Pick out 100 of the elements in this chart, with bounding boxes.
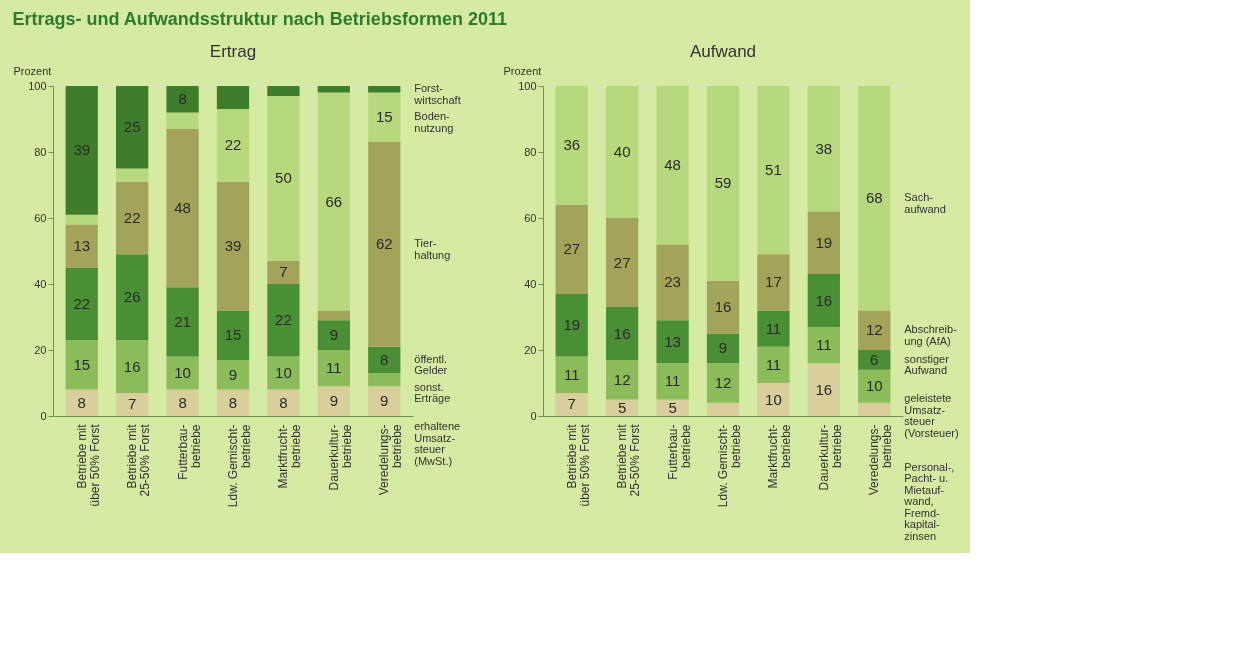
data-label: 10: [174, 364, 191, 382]
text: Personal-, Pacht- u. Mietauf- wand, Fremd- kapital- zinsen: [903, 460, 955, 542]
y-tick-label: 100: [28, 79, 47, 92]
bar: [116, 392, 149, 416]
bar: [656, 399, 689, 416]
bar: [368, 86, 401, 93]
data-label: 11: [664, 372, 681, 390]
data-label: 39: [224, 237, 242, 255]
bar: [555, 293, 588, 357]
series-label: Sach- aufwand: [904, 191, 946, 215]
bar: [606, 86, 639, 218]
y-tick-label: 20: [524, 343, 537, 356]
data-label: 21: [174, 312, 191, 330]
bar: [65, 214, 98, 225]
bar: [757, 310, 790, 347]
data-label: 15: [375, 108, 393, 126]
data-label: 68: [865, 189, 883, 207]
bar: [317, 320, 350, 350]
data-label: 11: [765, 319, 782, 337]
data-label: 36: [563, 136, 581, 154]
y-tick-label: 0: [40, 409, 47, 422]
y-tick-label: 60: [524, 211, 537, 224]
data-label: 11: [563, 365, 580, 383]
data-label: 8: [77, 393, 86, 411]
data-label: 7: [567, 395, 576, 413]
data-label: 9: [380, 392, 389, 410]
bar: [807, 86, 840, 212]
bar: [368, 92, 401, 143]
bar: [317, 310, 350, 321]
chart-title: Ertrags- und Aufwandsstruktur nach Betriebsformen 2011: [12, 8, 507, 29]
bar: [368, 373, 401, 387]
data-label: 5: [668, 398, 677, 416]
y-tick-label: 80: [524, 145, 537, 158]
x-tick-label: Betriebe mit über 50% Forst: [74, 423, 102, 507]
data-label: 8: [279, 393, 288, 411]
data-label: 12: [865, 321, 883, 339]
bar: [606, 218, 639, 308]
y-tick-label: 20: [34, 343, 47, 356]
data-label: 19: [563, 316, 581, 334]
data-label: 15: [73, 355, 91, 373]
bar: [757, 346, 790, 383]
y-tick-label: 0: [530, 409, 537, 422]
bar: [216, 359, 250, 390]
y-tick-label: 40: [34, 277, 47, 290]
data-label: 23: [664, 273, 681, 291]
series-label: Abschreib- ung (AfA): [904, 323, 958, 347]
x-tick-label: Futterbau- betriebe: [175, 424, 203, 480]
bar: [65, 340, 98, 390]
bar: [116, 340, 149, 393]
bar: [166, 128, 199, 288]
bar: [65, 267, 98, 341]
chart-subtitle: Ertrag: [209, 42, 257, 61]
data-label: 10: [765, 390, 782, 408]
bar: [267, 95, 300, 261]
bar: [858, 350, 891, 370]
y-axis-title: Prozent: [503, 64, 542, 77]
bar: [267, 260, 300, 284]
bar: [656, 244, 689, 321]
data-label: 22: [275, 311, 292, 329]
bar: [706, 363, 740, 403]
bar: [807, 274, 840, 327]
bar: [216, 86, 250, 110]
data-label: 9: [228, 365, 238, 383]
series-label: sonst. Erträge: [414, 380, 451, 405]
y-tick-label: 80: [34, 145, 47, 158]
bar: [858, 402, 891, 416]
data-label: 10: [275, 364, 292, 382]
data-label: 48: [174, 199, 191, 217]
bar: [807, 326, 840, 364]
bar: [267, 389, 300, 416]
bar: [656, 320, 689, 364]
data-label: 40: [613, 143, 631, 160]
data-label: 9: [329, 326, 339, 344]
bar: [116, 181, 149, 255]
data-label: 27: [613, 253, 631, 271]
bar: [216, 181, 250, 311]
bar: [166, 86, 199, 113]
data-label: 39: [73, 141, 91, 159]
bar: [807, 211, 840, 275]
x-tick-label: Betriebe mit über 50% Forst: [564, 423, 592, 507]
bar: [116, 254, 149, 341]
data-label: 9: [718, 339, 728, 357]
bar: [706, 402, 740, 416]
data-label: 13: [73, 237, 91, 255]
bar: [656, 363, 689, 400]
series-label: Forst- wirtschaft: [413, 82, 461, 106]
bar: [706, 333, 740, 364]
bar: [267, 86, 300, 96]
y-tick-label: 100: [518, 79, 537, 92]
series-label: sonstiger Aufwand: [904, 352, 950, 377]
data-label: 48: [664, 156, 681, 174]
data-label: 12: [613, 370, 631, 388]
data-label: 19: [815, 233, 833, 251]
y-tick-label: 60: [34, 211, 47, 224]
bar: [65, 86, 98, 215]
data-label: 66: [325, 192, 343, 210]
series-label: öffentl. Gelder: [414, 352, 448, 377]
data-label: 7: [279, 263, 288, 281]
data-label: 8: [178, 393, 187, 411]
bar: [65, 389, 98, 416]
